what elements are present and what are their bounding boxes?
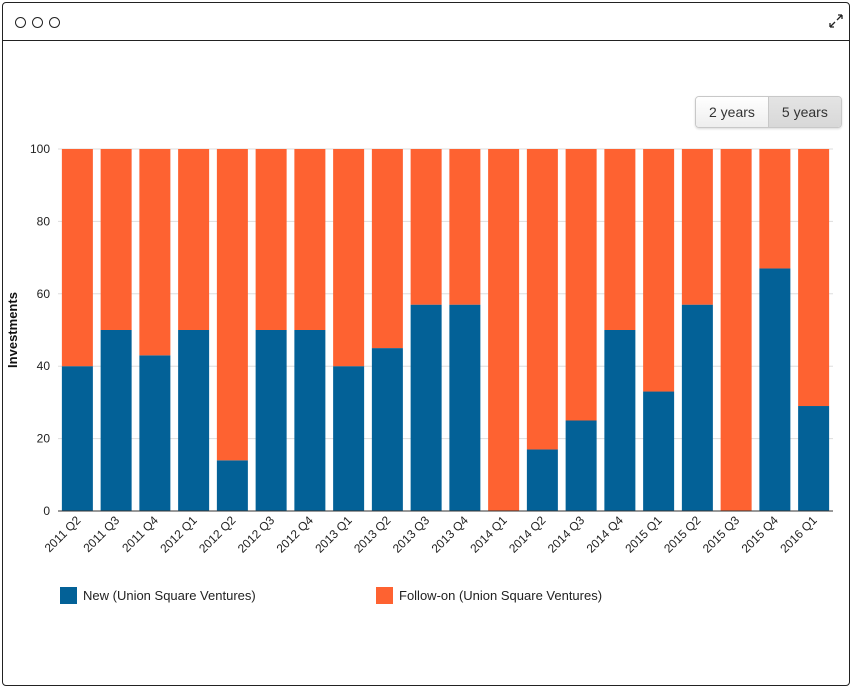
x-tick-label: 2012 Q3 <box>235 513 278 556</box>
y-tick-label: 40 <box>37 359 51 373</box>
window-minimize-button[interactable] <box>32 17 43 28</box>
bar-segment-new <box>798 406 830 511</box>
bar-segment-follow-on <box>643 149 675 392</box>
bar-segment-new <box>333 366 365 511</box>
y-tick-label: 0 <box>43 504 50 518</box>
bar-segment-new <box>61 366 93 511</box>
bar-segment-follow-on <box>294 149 326 330</box>
window-maximize-button[interactable] <box>49 17 60 28</box>
legend-swatch-new <box>60 586 77 604</box>
bar-segment-follow-on <box>526 149 558 450</box>
bar-segment-new <box>100 330 132 511</box>
bar-segment-new <box>681 304 713 511</box>
bar-segment-follow-on <box>565 149 597 421</box>
y-tick-label: 100 <box>30 142 50 156</box>
bar-segment-new <box>526 449 558 511</box>
legend-swatch-follow-on <box>376 586 393 604</box>
bar-segment-follow-on <box>759 149 791 269</box>
x-tick-label: 2013 Q3 <box>390 513 433 556</box>
legend-item-follow-on[interactable]: Follow-on (Union Square Ventures) <box>376 586 602 604</box>
x-tick-label: 2014 Q1 <box>467 513 510 556</box>
x-tick-label: 2014 Q2 <box>506 513 549 556</box>
x-tick-label: 2012 Q4 <box>274 513 317 556</box>
range-selector: 2 years 5 years <box>695 96 842 128</box>
x-tick-label: 2014 Q3 <box>545 513 588 556</box>
bar-segment-new <box>565 420 597 511</box>
bar-segment-follow-on <box>681 149 713 305</box>
x-tick-label: 2014 Q4 <box>584 513 627 556</box>
bar-segment-follow-on <box>139 149 171 356</box>
bar-segment-new <box>643 391 675 511</box>
bar-segment-follow-on <box>410 149 442 305</box>
title-bar <box>3 3 849 41</box>
legend-label-new: New (Union Square Ventures) <box>83 587 256 603</box>
bar-segment-new <box>139 355 171 511</box>
bar-segment-follow-on <box>798 149 830 407</box>
x-tick-label: 2015 Q3 <box>700 513 743 556</box>
bar-segment-follow-on <box>100 149 132 330</box>
bar-segment-new <box>759 268 791 511</box>
bar-segment-new <box>410 304 442 511</box>
y-tick-label: 20 <box>37 432 51 446</box>
x-tick-label: 2011 Q4 <box>119 513 161 555</box>
y-tick-label: 80 <box>37 214 51 228</box>
x-tick-label: 2015 Q1 <box>622 513 665 556</box>
x-tick-label: 2013 Q1 <box>312 513 355 556</box>
bar-segment-follow-on <box>333 149 365 367</box>
x-tick-label: 2013 Q4 <box>429 513 472 556</box>
bar-segment-follow-on <box>371 149 403 349</box>
x-tick-label: 2015 Q2 <box>661 513 704 556</box>
bar-segment-follow-on <box>178 149 210 330</box>
bar-segment-follow-on <box>449 149 481 305</box>
range-2-years-button[interactable]: 2 years <box>696 97 769 127</box>
bar-segment-follow-on <box>216 149 248 461</box>
bar-segment-new <box>604 330 636 511</box>
bar-segment-new <box>216 460 248 511</box>
bar-segment-new <box>294 330 326 511</box>
x-tick-label: 2012 Q2 <box>196 513 239 556</box>
y-tick-label: 60 <box>37 287 51 301</box>
bar-segment-new <box>449 304 481 511</box>
bar-segment-follow-on <box>604 149 636 330</box>
legend-label-follow-on: Follow-on (Union Square Ventures) <box>399 587 603 603</box>
expand-icon[interactable] <box>829 14 843 28</box>
bar-segment-new <box>255 330 287 511</box>
range-5-years-button[interactable]: 5 years <box>768 97 841 127</box>
legend-item-new[interactable]: New (Union Square Ventures) <box>60 586 256 604</box>
bar-segment-new <box>178 330 210 511</box>
x-tick-label: 2015 Q4 <box>739 513 782 556</box>
bar-segment-follow-on <box>255 149 287 330</box>
bar-segment-new <box>371 348 403 511</box>
x-tick-label: 2016 Q1 <box>777 513 820 556</box>
x-tick-label: 2013 Q2 <box>351 513 394 556</box>
bar-segment-follow-on <box>720 149 752 511</box>
bar-segment-follow-on <box>61 149 93 367</box>
bar-segment-follow-on <box>488 149 520 511</box>
window-close-button[interactable] <box>15 17 26 28</box>
x-tick-label: 2012 Q1 <box>157 513 200 556</box>
y-axis-label: Investments <box>5 292 20 368</box>
x-tick-label: 2011 Q2 <box>42 513 84 555</box>
x-tick-label: 2011 Q3 <box>80 513 122 555</box>
